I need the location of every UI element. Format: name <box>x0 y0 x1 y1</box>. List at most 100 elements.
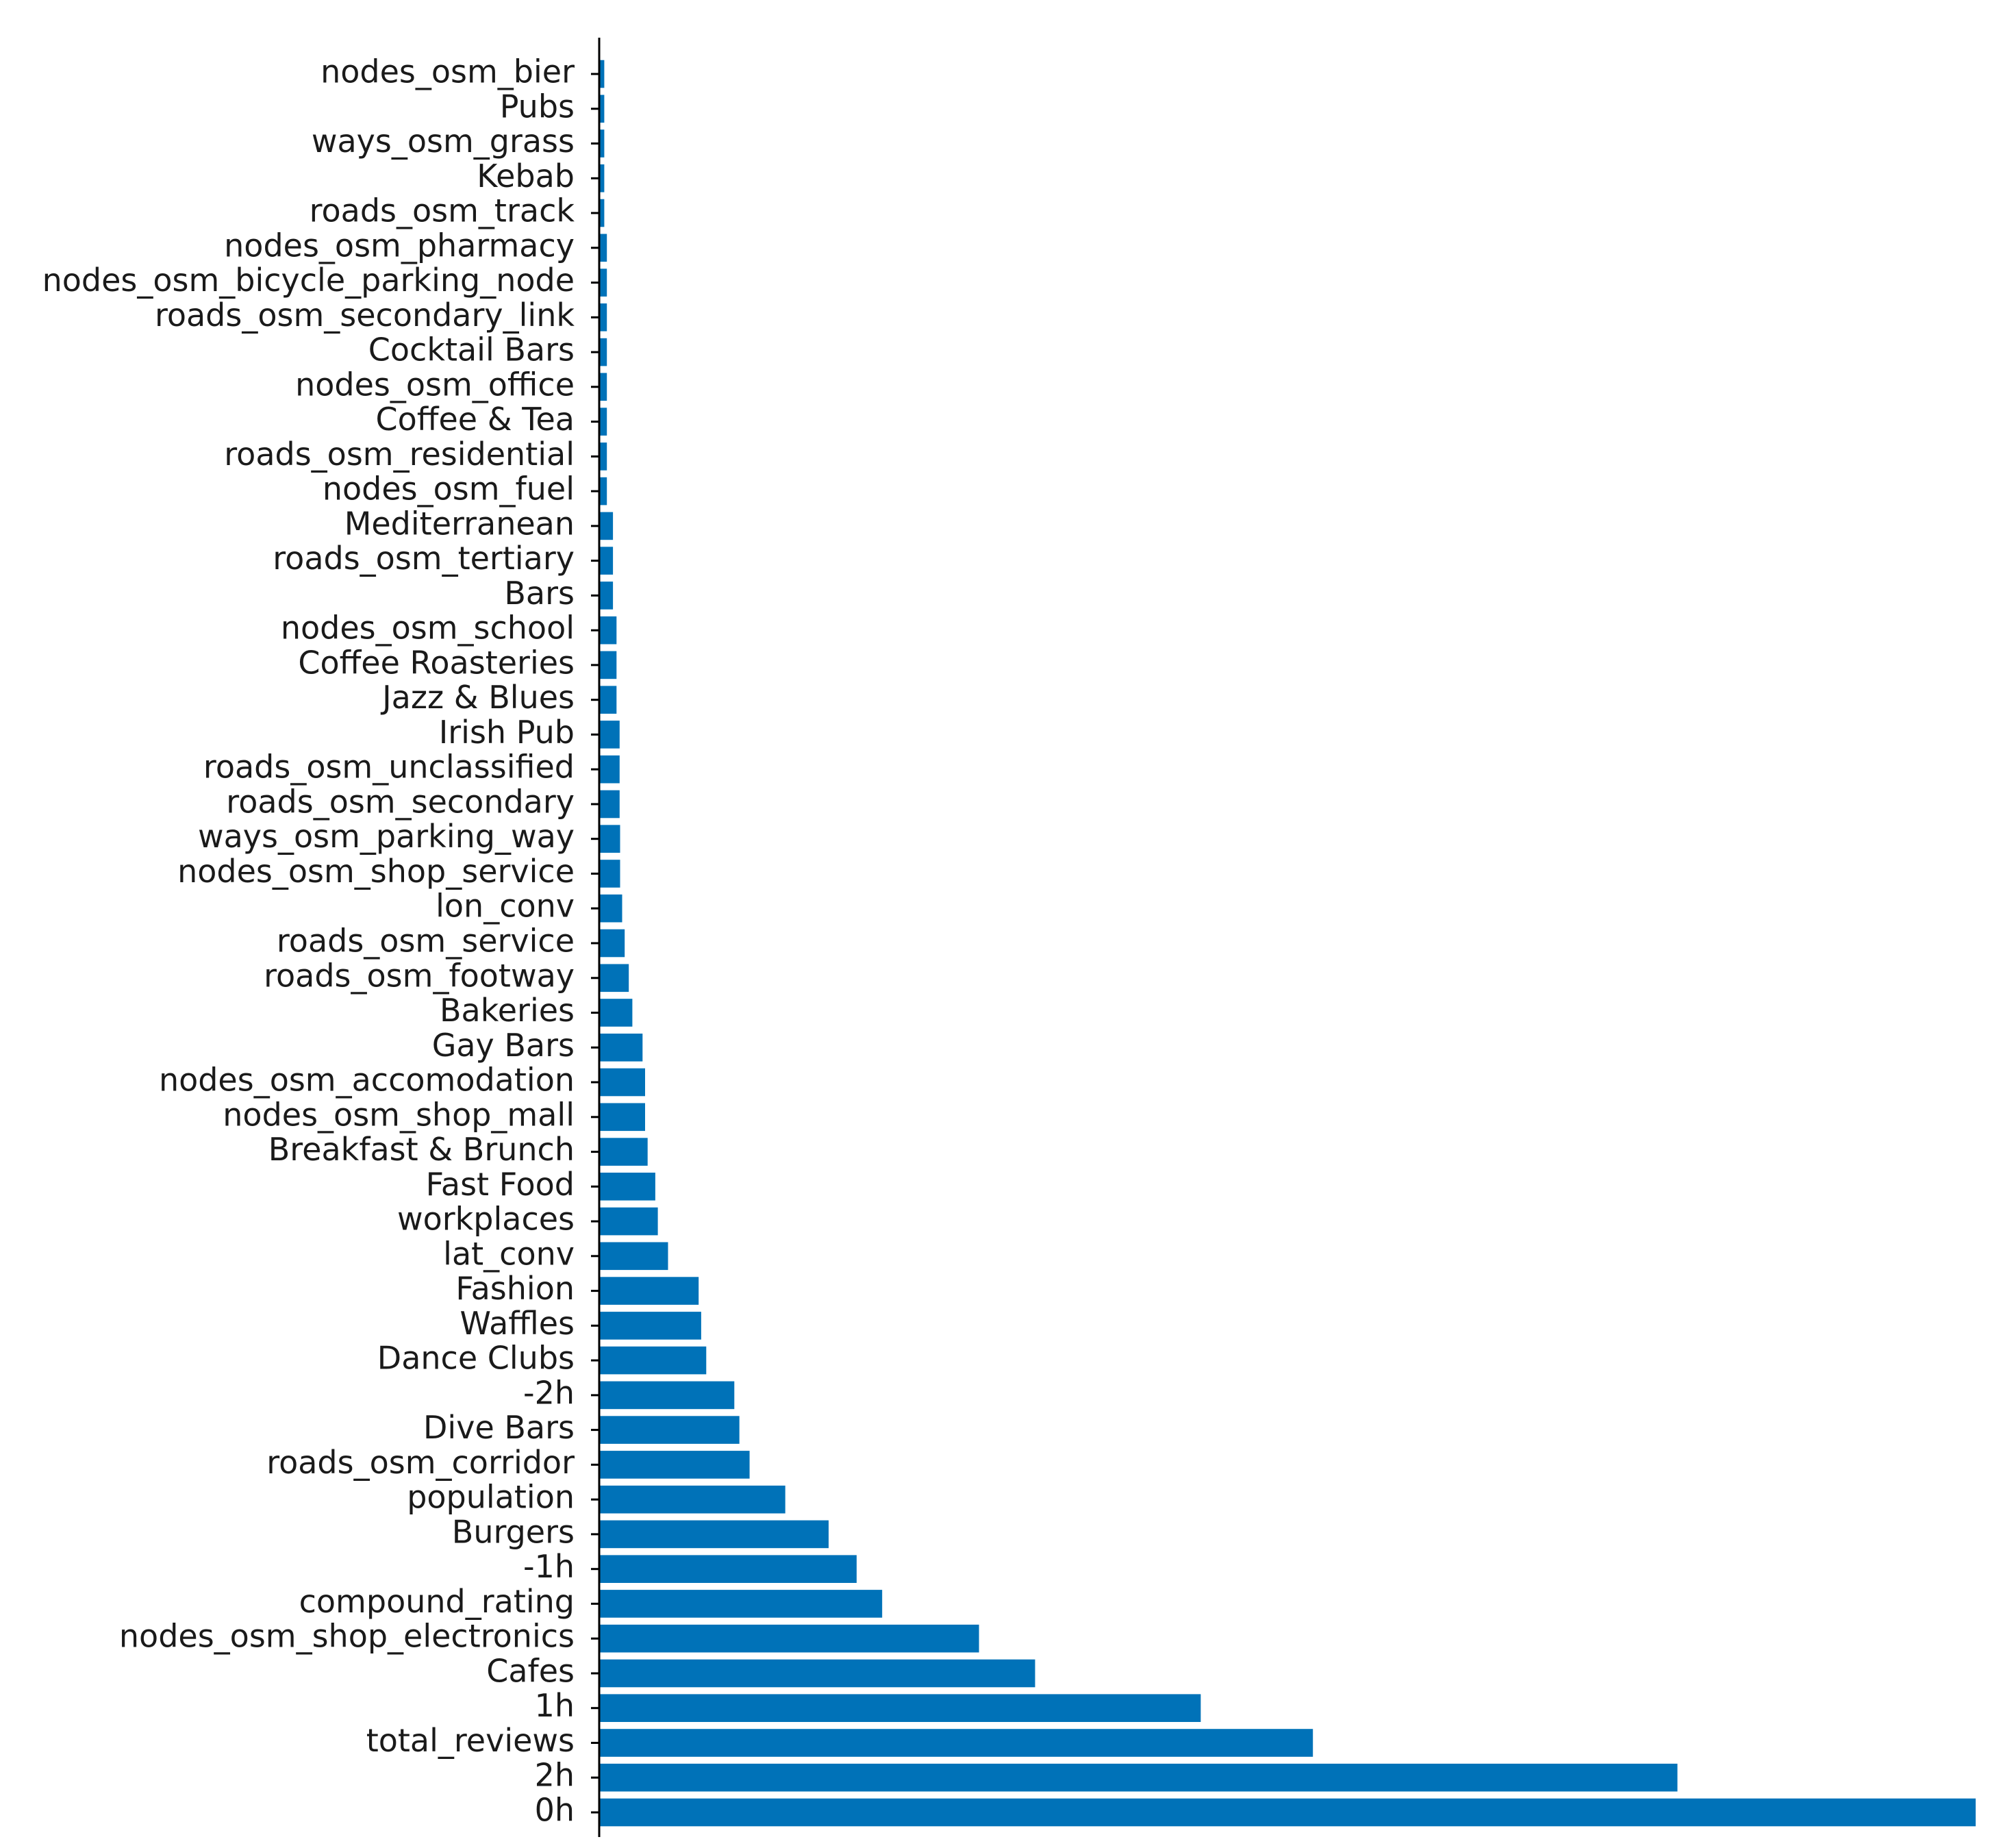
bar <box>599 755 620 784</box>
bar <box>599 1590 883 1618</box>
bar <box>599 1555 857 1583</box>
bar <box>599 1694 1201 1722</box>
bars-group <box>599 60 1976 1827</box>
y-tick-label: Dance Clubs <box>377 1340 575 1377</box>
bar <box>599 60 605 88</box>
bar <box>599 199 605 227</box>
bar <box>599 1103 645 1132</box>
y-tick-label: roads_osm_corridor <box>266 1444 575 1481</box>
bar <box>599 1068 645 1097</box>
bar <box>599 269 607 297</box>
bar <box>599 721 620 749</box>
y-tick-label: roads_osm_secondary_link <box>155 297 575 334</box>
y-tick-label: nodes_osm_fuel <box>323 471 575 508</box>
y-tick-label: Breakfast & Brunch <box>268 1131 575 1168</box>
bar <box>599 929 625 958</box>
bar <box>599 1763 1678 1792</box>
y-tick-label: ways_osm_grass <box>312 123 575 160</box>
y-tick-label: Burgers <box>452 1513 575 1550</box>
y-tick-label: Coffee Roasteries <box>298 644 575 681</box>
bar <box>599 477 607 505</box>
y-tick-label: nodes_osm_shop_mall <box>223 1096 575 1133</box>
bar <box>599 1346 707 1375</box>
bar <box>599 616 617 645</box>
y-tick-label: 2h <box>535 1757 575 1794</box>
bar <box>599 1277 699 1305</box>
bar <box>599 582 614 610</box>
y-tick-label: 0h <box>535 1792 575 1829</box>
y-tick-label: nodes_osm_accomodation <box>159 1062 575 1099</box>
y-tick-label: roads_osm_secondary <box>226 784 575 821</box>
bar <box>599 1173 655 1201</box>
bar <box>599 547 614 575</box>
y-tick-label: nodes_osm_office <box>295 366 575 403</box>
y-tick-label: Bakeries <box>440 992 575 1029</box>
y-tick-label: nodes_osm_bier <box>320 53 575 90</box>
bar <box>599 129 605 158</box>
bar <box>599 686 617 714</box>
y-tick-label: -2h <box>523 1374 575 1411</box>
bar <box>599 1381 735 1410</box>
bar <box>599 1034 643 1062</box>
y-tick-label: roads_osm_tertiary <box>273 540 575 577</box>
y-tick-label: Fashion <box>455 1270 575 1307</box>
y-tick-label: Dive Bars <box>423 1409 575 1446</box>
bar <box>599 894 622 923</box>
y-tick-label: lon_conv <box>436 888 575 925</box>
y-tick-label: nodes_osm_bicycle_parking_node <box>42 262 575 299</box>
bar <box>599 408 607 436</box>
y-tick-label: nodes_osm_shop_electronics <box>119 1618 575 1655</box>
y-tick-label: ways_osm_parking_way <box>198 818 575 855</box>
bar <box>599 825 620 853</box>
bar <box>599 1242 668 1271</box>
bar <box>599 1207 658 1236</box>
category-labels-group: 0h2htotal_reviews1hCafesnodes_osm_shop_e… <box>42 53 599 1829</box>
y-tick-label: roads_osm_footway <box>264 957 575 994</box>
y-tick-label: compound_rating <box>299 1583 575 1620</box>
bar <box>599 338 607 366</box>
bar <box>599 1659 1035 1688</box>
bar <box>599 512 614 540</box>
bar <box>599 1798 1976 1827</box>
bar <box>599 1485 785 1514</box>
bar <box>599 95 605 123</box>
y-tick-label: nodes_osm_pharmacy <box>224 227 575 264</box>
y-tick-label: roads_osm_unclassified <box>203 749 575 786</box>
bar <box>599 1416 740 1444</box>
bar <box>599 164 605 192</box>
bar <box>599 373 607 401</box>
bar <box>599 999 633 1027</box>
y-tick-label: -1h <box>523 1548 575 1585</box>
y-tick-label: population <box>407 1479 575 1516</box>
y-tick-label: Coffee & Tea <box>376 401 575 438</box>
y-tick-label: Mediterranean <box>344 505 575 542</box>
y-tick-label: Cocktail Bars <box>368 332 575 369</box>
y-tick-label: roads_osm_track <box>310 192 575 229</box>
bar <box>599 234 607 262</box>
bar <box>599 1520 829 1549</box>
y-tick-label: Irish Pub <box>439 714 575 751</box>
bar <box>599 651 617 679</box>
bar <box>599 964 629 992</box>
y-tick-label: Pubs <box>500 88 575 125</box>
y-tick-label: roads_osm_residential <box>224 436 575 473</box>
bar <box>599 1312 701 1340</box>
bar <box>599 442 607 471</box>
y-tick-label: roads_osm_service <box>277 923 575 960</box>
y-tick-label: Gay Bars <box>432 1027 575 1064</box>
bar <box>599 1451 750 1479</box>
y-tick-label: Bars <box>504 575 575 612</box>
y-tick-label: Fast Food <box>426 1166 575 1203</box>
bar <box>599 1624 979 1653</box>
bar <box>599 860 620 888</box>
bar <box>599 303 607 332</box>
y-tick-label: Jazz & Blues <box>380 679 575 716</box>
y-tick-label: lat_conv <box>443 1235 575 1272</box>
y-tick-label: total_reviews <box>366 1722 575 1759</box>
bar <box>599 790 620 819</box>
bar <box>599 1138 648 1166</box>
y-tick-label: Kebab <box>477 158 575 195</box>
y-tick-label: nodes_osm_school <box>281 610 575 647</box>
y-tick-label: Waffles <box>460 1305 575 1342</box>
